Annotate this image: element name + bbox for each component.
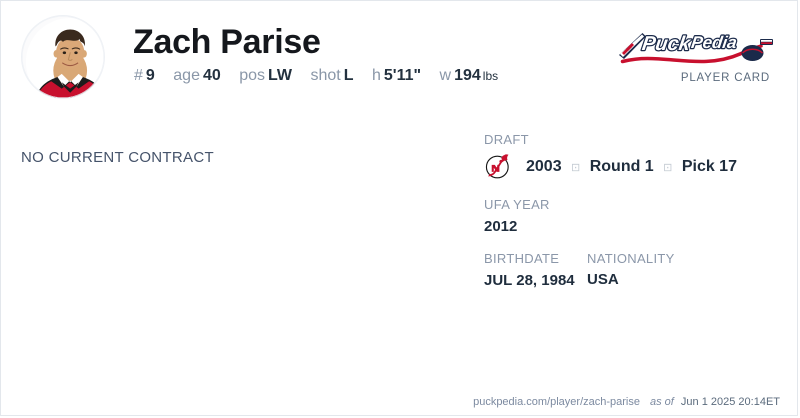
svg-text:Puck: Puck: [641, 33, 693, 55]
svg-text:Pedia: Pedia: [690, 33, 738, 52]
